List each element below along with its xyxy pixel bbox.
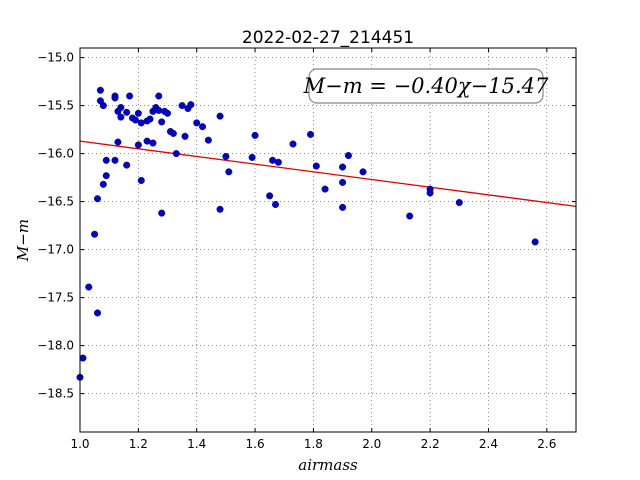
data-point — [99, 102, 107, 110]
y-axis-ticks: −15.0 −15.5 −16.0 −16.5 −17.0 −17.5 −18.0 −18.5 — [37, 51, 576, 401]
x-tick-label: 2.6 — [537, 437, 556, 451]
data-point — [137, 119, 145, 127]
data-point — [146, 115, 154, 123]
x-axis-ticks: 1.0 1.2 1.4 1.6 1.8 2.0 2.2 2.4 2.6 — [70, 48, 556, 451]
data-point — [339, 203, 347, 211]
data-point — [339, 178, 347, 186]
data-point — [193, 119, 201, 127]
x-tick-label: 1.4 — [187, 437, 206, 451]
data-point — [204, 136, 212, 144]
data-point — [222, 152, 230, 160]
y-tick-label: −15.5 — [37, 99, 74, 113]
y-tick-label: −17.0 — [37, 243, 74, 257]
fit-equation-box: M−m = −0.40χ−15.47 — [303, 68, 549, 104]
data-point — [123, 108, 131, 116]
data-point — [199, 123, 207, 131]
y-tick-label: −18.0 — [37, 339, 74, 353]
x-tick-label: 1.0 — [70, 437, 89, 451]
data-point — [158, 209, 166, 217]
y-tick-label: −17.5 — [37, 291, 74, 305]
data-point — [102, 156, 110, 164]
data-point — [169, 129, 177, 137]
data-point — [455, 199, 463, 207]
data-point — [94, 195, 102, 203]
y-tick-label: −15.0 — [37, 51, 74, 65]
data-point — [96, 86, 104, 94]
chart-title: 2022-02-27_214451 — [242, 28, 414, 48]
plot-frame — [79, 47, 577, 433]
data-point — [289, 140, 297, 148]
data-point — [225, 168, 233, 176]
data-point — [306, 130, 314, 138]
data-point — [99, 180, 107, 188]
fit-line-group — [79, 140, 577, 208]
data-point — [155, 92, 163, 100]
data-point — [102, 172, 110, 180]
x-tick-label: 1.2 — [129, 437, 148, 451]
x-tick-label: 1.6 — [246, 437, 265, 451]
data-point — [131, 116, 139, 124]
data-point — [85, 283, 93, 291]
data-point — [126, 92, 134, 100]
data-point — [117, 104, 125, 112]
data-point — [426, 189, 434, 197]
data-point — [266, 192, 274, 200]
data-point — [321, 185, 329, 193]
x-axis-label: airmass — [298, 456, 358, 474]
data-point — [94, 309, 102, 317]
data-point — [216, 205, 224, 213]
data-point — [187, 101, 195, 109]
data-point — [216, 112, 224, 120]
y-tick-label: −18.5 — [37, 387, 74, 401]
x-tick-label: 2.2 — [421, 437, 440, 451]
data-point — [123, 161, 131, 169]
data-point — [137, 176, 145, 184]
data-point — [339, 163, 347, 171]
data-point — [178, 102, 186, 110]
data-point — [181, 132, 189, 140]
data-point — [269, 156, 277, 164]
data-point — [406, 212, 414, 220]
data-point — [117, 113, 125, 121]
data-point — [79, 354, 87, 362]
y-axis-label: M−m — [14, 219, 32, 262]
data-points — [76, 86, 539, 381]
data-point — [344, 152, 352, 160]
data-point — [143, 137, 151, 145]
data-point — [172, 150, 180, 158]
data-point — [164, 109, 172, 117]
data-point — [134, 109, 142, 117]
data-point — [155, 106, 163, 114]
data-point — [134, 141, 142, 149]
data-point — [271, 200, 279, 208]
grid-lines — [79, 48, 576, 432]
fit-line — [79, 140, 577, 208]
y-tick-label: −16.0 — [37, 147, 74, 161]
data-point — [111, 156, 119, 164]
x-tick-label: 2.4 — [479, 437, 498, 451]
data-point — [114, 138, 122, 146]
data-point — [531, 238, 539, 246]
data-point — [312, 162, 320, 170]
data-point — [149, 139, 157, 147]
data-point — [91, 230, 99, 238]
y-tick-label: −16.5 — [37, 195, 74, 209]
fit-equation-frame — [308, 68, 544, 104]
data-point — [111, 94, 119, 102]
data-point — [359, 168, 367, 176]
data-point — [274, 158, 282, 166]
data-point — [158, 118, 166, 126]
data-point — [248, 153, 256, 161]
data-point — [251, 131, 259, 139]
x-tick-label: 2.0 — [362, 437, 381, 451]
fit-equation-text: M−m = −0.40χ−15.47 — [303, 74, 549, 98]
x-tick-label: 1.8 — [304, 437, 323, 451]
